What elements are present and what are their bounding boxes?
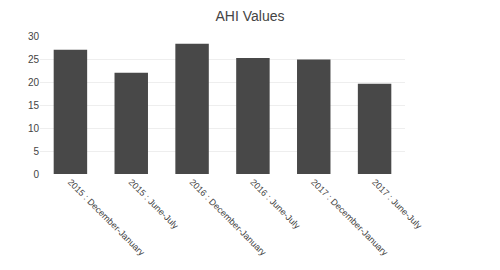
svg-text:15: 15 [28, 100, 40, 111]
svg-text:25: 25 [28, 54, 40, 65]
svg-text:2016 : December-January: 2016 : December-January [187, 177, 268, 258]
svg-text:20: 20 [28, 77, 40, 88]
svg-text:2016 : June-July: 2016 : June-July [248, 177, 302, 231]
svg-text:2017 : June-July: 2017 : June-July [370, 177, 424, 231]
svg-text:0: 0 [33, 169, 39, 180]
svg-text:AHI Values: AHI Values [216, 8, 285, 24]
svg-text:2015 : June-July: 2015 : June-July [127, 177, 181, 231]
svg-text:5: 5 [33, 146, 39, 157]
svg-text:2015 : December-January: 2015 : December-January [66, 177, 147, 258]
svg-text:2017 : December-January: 2017 : December-January [309, 177, 390, 258]
svg-text:10: 10 [28, 123, 40, 134]
svg-text:30: 30 [28, 31, 40, 42]
